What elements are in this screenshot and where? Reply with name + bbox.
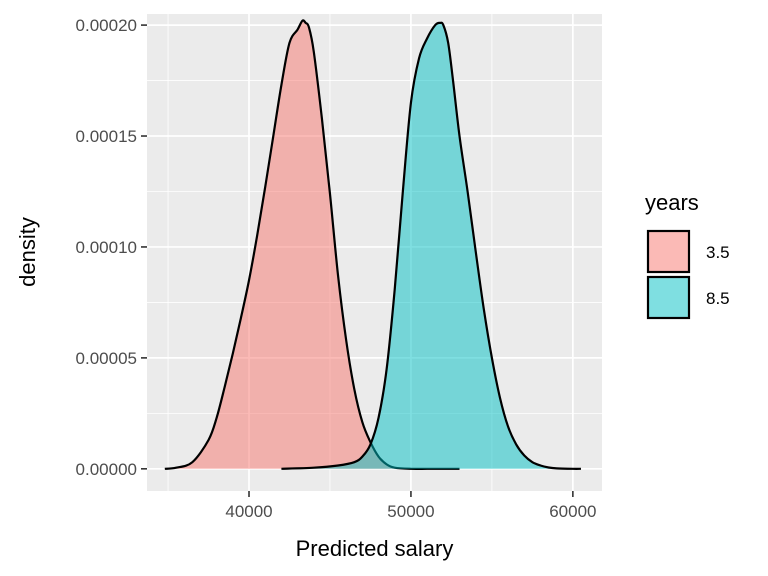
y-tick-label: 0.00020 [76,16,137,35]
density-area-3-5 [164,20,460,469]
x-tick-label: 60000 [549,502,596,521]
x-tick-label: 40000 [225,502,272,521]
y-axis: 0.00000 0.00005 0.00010 0.00015 0.00020 [76,16,147,479]
legend-title: years [645,190,699,215]
x-tick-label: 50000 [387,502,434,521]
x-axis: 40000 50000 60000 [225,491,596,521]
y-tick-label: 0.00005 [76,349,137,368]
legend-swatch-8-5 [646,275,691,320]
legend-label: 3.5 [706,243,730,262]
major-gridlines [147,14,602,491]
density-area-8-5 [281,22,581,469]
density-outline-8-5 [281,21,581,470]
legend-swatch-3-5 [646,229,691,274]
legend: years 3.5 8.5 [645,190,730,320]
density-areas [164,19,581,470]
legend-label: 8.5 [706,289,730,308]
x-axis-title: Predicted salary [296,536,454,561]
y-tick-label: 0.00015 [76,127,137,146]
y-axis-title: density [15,217,40,287]
y-tick-label: 0.00010 [76,238,137,257]
y-tick-label: 0.00000 [76,460,137,479]
